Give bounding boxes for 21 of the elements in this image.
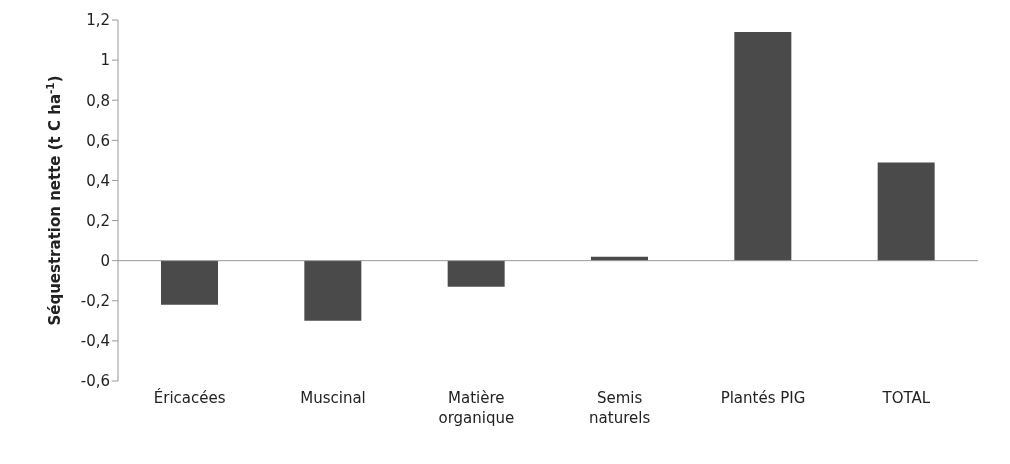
- y-tick-label: 1: [100, 51, 110, 70]
- bar: [161, 260, 218, 305]
- x-tick-label: Muscinal: [300, 389, 366, 407]
- x-tick-label: Matière organique: [438, 389, 515, 427]
- y-tick-label: 0,4: [86, 171, 110, 190]
- y-tick-label: 0: [100, 251, 110, 270]
- x-tick-label: Semis naturels: [589, 389, 651, 427]
- bar: [877, 162, 935, 261]
- y-tick-label: -0,6: [80, 372, 110, 391]
- y-tick-label: 0,2: [86, 211, 110, 230]
- bar: [304, 260, 362, 321]
- x-tick-label: Plantés PIG: [720, 389, 806, 407]
- y-tick-label: 0,6: [86, 131, 110, 150]
- bar: [734, 32, 792, 261]
- y-tick-label: -0,4: [80, 332, 110, 351]
- y-tick-label: -0,2: [80, 292, 110, 311]
- bar: [447, 260, 505, 287]
- x-tick-label: TOTAL: [881, 389, 931, 407]
- y-tick-label: 0,8: [86, 91, 110, 110]
- y-tick-label: 1,2: [86, 11, 110, 30]
- x-tick-label: Éricacées: [153, 388, 226, 407]
